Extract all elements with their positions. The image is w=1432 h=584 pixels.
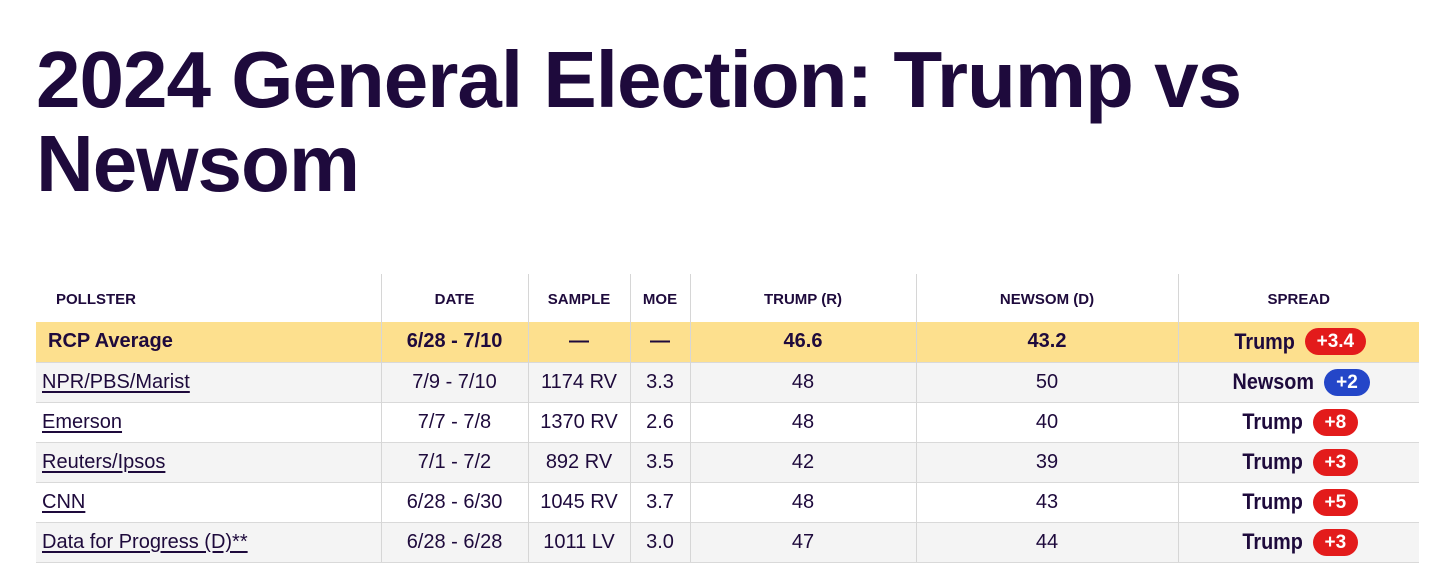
spread-candidate: Trump [1242,489,1304,514]
cell-newsom: 43 [915,481,1178,522]
cell-newsom: 40 [915,401,1178,442]
spread: Trump +5 [1239,488,1359,516]
pollster-name: RCP Average [48,330,173,353]
cell-moe: 3.0 [629,521,690,563]
table-row: Reuters/Ipsos 7/1 - 7/2 892 RV 3.5 42 39 Trump… [36,441,1419,482]
cell-sample: 1370 RV [527,401,630,442]
header-moe[interactable]: MoE [629,274,690,322]
cell-newsom: 43.2 [915,322,1178,362]
page-title: 2024 General Election: Trump vs Newsom [36,35,1242,208]
cell-spread: Newsom +2 [1177,361,1419,402]
cell-newsom: 44 [915,521,1178,563]
cell-date: 7/1 - 7/2 [380,441,528,482]
spread: Trump +3 [1239,448,1359,476]
cell-date: 6/28 - 6/28 [380,521,528,563]
cell-sample: 1174 RV [527,361,630,402]
pollster-link[interactable]: Reuters/Ipsos [42,450,166,473]
cell-trump: 48 [689,481,916,522]
cell-pollster: Data for Progress (D)** [36,521,381,563]
pollster-link[interactable]: Data for Progress (D)** [42,530,248,553]
header-date[interactable]: Date [380,274,528,322]
cell-moe: 2.6 [629,401,690,442]
cell-sample: 892 RV [527,441,630,482]
spread: Trump +8 [1239,408,1359,436]
spread-badge: +8 [1312,408,1359,436]
table-row: NPR/PBS/Marist 7/9 - 7/10 1174 RV 3.3 48 50 Ne… [36,361,1419,402]
cell-date: 6/28 - 7/10 [380,322,528,362]
header-spread[interactable]: Spread [1177,274,1419,322]
spread-candidate: Trump [1242,529,1304,554]
rcp-average-row: RCP Average 6/28 - 7/10— —46.6 43.2 Trump +3.… [36,322,1419,362]
spread: Trump +3.4 [1231,328,1367,356]
cell-date: 7/7 - 7/8 [380,401,528,442]
cell-trump: 42 [689,441,916,482]
cell-trump: 46.6 [689,322,916,362]
cell-date: 6/28 - 6/30 [380,481,528,522]
cell-moe: 3.3 [629,361,690,402]
cell-sample: 1011 LV [527,521,630,563]
cell-newsom: 50 [915,361,1178,402]
cell-spread: Trump +5 [1177,481,1419,522]
polls-table: Pollster Date Sample MoE Trump (R) Newso… [36,274,1419,563]
cell-spread: Trump +3.4 [1177,322,1419,362]
cell-moe: 3.5 [629,441,690,482]
cell-pollster: Emerson [36,401,381,442]
cell-sample: — [527,322,630,362]
spread-badge: +3 [1312,448,1359,476]
cell-pollster: NPR/PBS/Marist [36,361,381,402]
spread: Trump +3 [1239,528,1359,556]
pollster-link[interactable]: CNN [42,490,86,513]
spread-badge: +2 [1324,368,1370,396]
cell-pollster: Reuters/Ipsos [36,441,381,482]
spread-candidate: Newsom [1232,369,1314,394]
spread-candidate: Trump [1242,409,1304,434]
header-trump[interactable]: Trump (R) [689,274,916,322]
header-newsom[interactable]: Newsom (D) [915,274,1178,322]
cell-sample: 1045 RV [527,481,630,522]
spread: Newsom +2 [1228,368,1370,396]
header-pollster[interactable]: Pollster [56,290,137,308]
cell-newsom: 39 [915,441,1178,482]
cell-trump: 47 [689,521,916,563]
cell-pollster: RCP Average [36,322,381,362]
cell-trump: 48 [689,361,916,402]
header-sample[interactable]: Sample [527,274,630,322]
spread-badge: +3 [1312,528,1359,556]
table-row: Emerson 7/7 - 7/8 1370 RV 2.6 48 40 Trump +8 [36,401,1419,442]
spread-badge: +3.4 [1304,328,1367,356]
spread-candidate: Trump [1242,449,1304,474]
table-row: Data for Progress (D)** 6/28 - 6/28 1011 L… [36,521,1419,563]
table-row: CNN 6/28 - 6/30 1045 RV 3.7 48 43 Trump +5 [36,481,1419,522]
cell-moe: — [629,322,690,362]
cell-pollster: CNN [36,481,381,522]
cell-date: 7/9 - 7/10 [380,361,528,402]
spread-candidate: Trump [1234,328,1296,354]
polls-table-body: RCP Average 6/28 - 7/10— —46.6 43.2 Trump +3.… [36,322,1419,563]
table-header-row: Pollster Date Sample MoE Trump (R) Newso… [36,274,1419,322]
cell-spread: Trump +8 [1177,401,1419,442]
spread-badge: +5 [1312,488,1359,516]
cell-trump: 48 [689,401,916,442]
pollster-link[interactable]: NPR/PBS/Marist [42,370,190,393]
cell-spread: Trump +3 [1177,441,1419,482]
cell-moe: 3.7 [629,481,690,522]
pollster-link[interactable]: Emerson [42,410,123,433]
cell-spread: Trump +3 [1177,521,1419,563]
